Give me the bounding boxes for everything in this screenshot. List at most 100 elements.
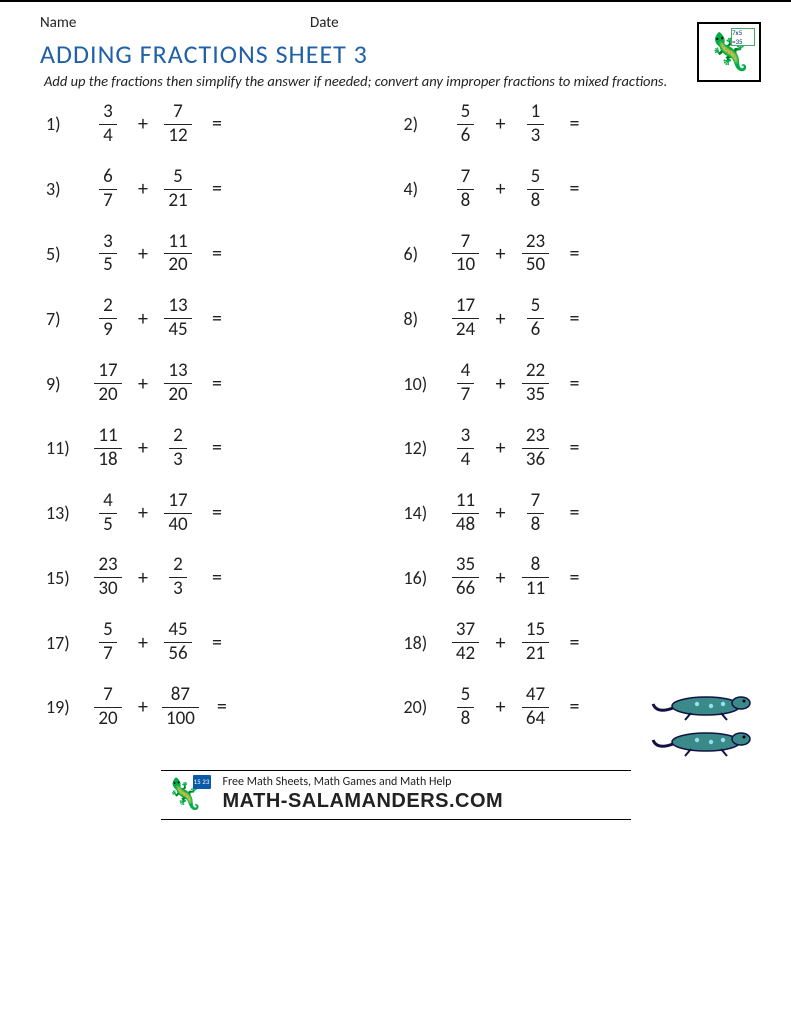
denominator: 20 xyxy=(94,707,121,730)
plus-operator: + xyxy=(496,436,506,460)
numerator: 22 xyxy=(522,361,549,383)
problem-number: 13) xyxy=(46,502,84,524)
name-label: Name xyxy=(40,14,310,32)
numerator: 11 xyxy=(94,426,121,448)
plus-operator: + xyxy=(138,372,148,396)
problem-number: 10) xyxy=(404,373,442,395)
fraction-a: 57 xyxy=(92,620,124,665)
fraction-b: 811 xyxy=(519,555,551,600)
problem-row: 3)67+521= xyxy=(46,167,374,212)
plus-operator: + xyxy=(138,177,148,201)
fraction-b: 2235 xyxy=(519,361,551,406)
fraction-b: 87100 xyxy=(162,685,199,730)
problem-row: 16)3566+811= xyxy=(404,555,732,600)
denominator: 21 xyxy=(164,189,191,212)
problem-row: 1)34+712= xyxy=(46,102,374,147)
numerator: 3 xyxy=(99,232,117,254)
denominator: 8 xyxy=(457,189,475,212)
problem-number: 3) xyxy=(46,178,84,200)
denominator: 21 xyxy=(522,642,549,665)
denominator: 6 xyxy=(527,318,545,341)
numerator: 2 xyxy=(169,426,187,448)
denominator: 4 xyxy=(99,124,117,147)
equals-operator: = xyxy=(569,501,579,525)
numerator: 11 xyxy=(164,232,191,254)
denominator: 45 xyxy=(164,318,191,341)
equals-operator: = xyxy=(212,112,222,136)
equals-operator: = xyxy=(212,566,222,590)
plus-operator: + xyxy=(138,242,148,266)
brand-logo-top: 🦎 7x5 =35 xyxy=(697,22,761,82)
denominator: 7 xyxy=(457,383,475,406)
equals-operator: = xyxy=(212,372,222,396)
fraction-a: 3566 xyxy=(450,555,482,600)
numerator: 17 xyxy=(94,361,121,383)
denominator: 42 xyxy=(452,642,479,665)
numerator: 7 xyxy=(457,167,475,189)
worksheet-page: Name Date 🦎 7x5 =35 ADDING FRACTIONS SHE… xyxy=(0,0,791,828)
fraction-b: 4556 xyxy=(162,620,194,665)
fraction-b: 1345 xyxy=(162,296,194,341)
denominator: 6 xyxy=(457,124,475,147)
numerator: 17 xyxy=(452,296,479,318)
plus-operator: + xyxy=(138,695,148,719)
numerator: 5 xyxy=(457,102,475,124)
plus-operator: + xyxy=(138,307,148,331)
footer-logo: 🦎 15 23 xyxy=(161,773,209,817)
plus-operator: + xyxy=(496,307,506,331)
problem-number: 4) xyxy=(404,178,442,200)
denominator: 9 xyxy=(99,318,117,341)
fraction-b: 2350 xyxy=(519,232,551,277)
problem-number: 7) xyxy=(46,308,84,330)
numerator: 47 xyxy=(522,685,549,707)
denominator: 5 xyxy=(99,253,117,276)
problem-row: 9)1720+1320= xyxy=(46,361,374,406)
fraction-a: 3742 xyxy=(450,620,482,665)
numerator: 37 xyxy=(452,620,479,642)
fraction-a: 58 xyxy=(450,685,482,730)
problem-row: 6)710+2350= xyxy=(404,232,732,277)
denominator: 5 xyxy=(99,513,117,536)
equals-operator: = xyxy=(569,372,579,396)
plus-operator: + xyxy=(138,436,148,460)
denominator: 36 xyxy=(522,448,549,471)
footer-site: MATH-SALAMANDERS.COM xyxy=(223,790,504,813)
denominator: 18 xyxy=(94,448,121,471)
denominator: 100 xyxy=(162,707,199,730)
numerator: 5 xyxy=(99,620,117,642)
denominator: 64 xyxy=(522,707,549,730)
numerator: 23 xyxy=(522,426,549,448)
problem-row: 7)29+1345= xyxy=(46,296,374,341)
denominator: 7 xyxy=(99,642,117,665)
problem-row: 14)1148+78= xyxy=(404,491,732,536)
fraction-b: 23 xyxy=(162,426,194,471)
problem-row: 5)35+1120= xyxy=(46,232,374,277)
denominator: 11 xyxy=(522,577,549,600)
numerator: 23 xyxy=(522,232,549,254)
problem-number: 18) xyxy=(404,632,442,654)
problem-row: 19)720+87100= xyxy=(46,685,374,730)
denominator: 3 xyxy=(169,577,187,600)
problem-number: 15) xyxy=(46,567,84,589)
fraction-b: 1521 xyxy=(519,620,551,665)
plus-operator: + xyxy=(496,695,506,719)
numerator: 5 xyxy=(169,167,187,189)
problem-row: 4)78+58= xyxy=(404,167,732,212)
problem-number: 19) xyxy=(46,696,84,718)
header-row: Name Date xyxy=(40,14,751,32)
plus-operator: + xyxy=(138,501,148,525)
fraction-a: 67 xyxy=(92,167,124,212)
equals-operator: = xyxy=(569,631,579,655)
fraction-a: 1724 xyxy=(450,296,482,341)
plus-operator: + xyxy=(496,372,506,396)
equals-operator: = xyxy=(212,436,222,460)
math-board-icon: 7x5 =35 xyxy=(731,28,755,46)
fraction-b: 13 xyxy=(519,102,551,147)
denominator: 20 xyxy=(94,383,121,406)
footer-tagline: Free Math Sheets, Math Games and Math He… xyxy=(223,776,504,790)
numerator: 5 xyxy=(527,296,545,318)
fraction-a: 1118 xyxy=(92,426,124,471)
denominator: 7 xyxy=(99,189,117,212)
numerator: 11 xyxy=(452,491,479,513)
numerator: 5 xyxy=(527,167,545,189)
